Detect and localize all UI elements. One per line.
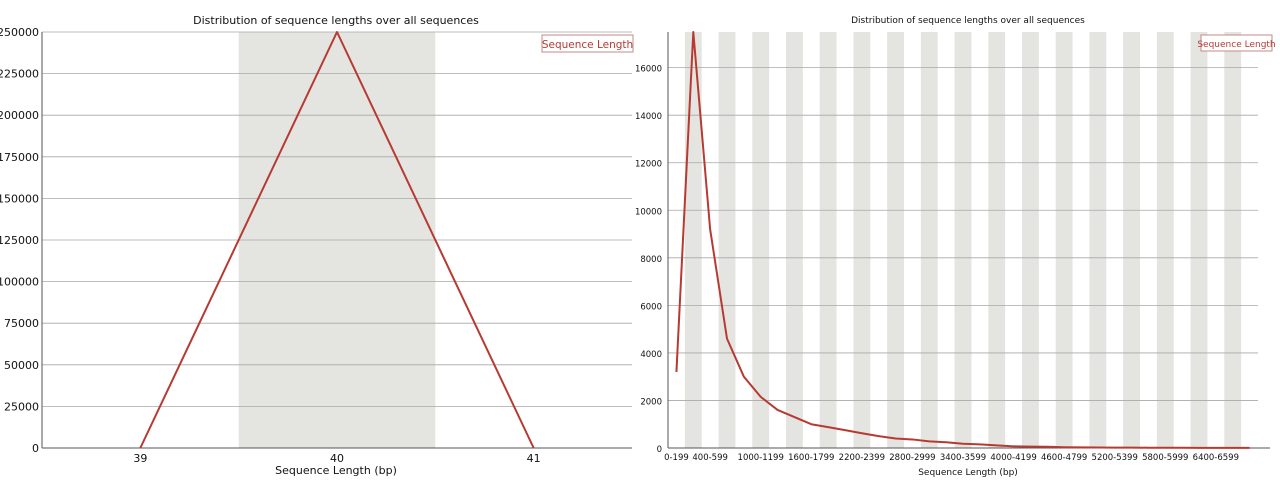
right-x-tick-label: 6400-6599 [1193, 453, 1239, 463]
right-band [1123, 32, 1140, 448]
right-x-tick-label: 4000-4199 [990, 453, 1036, 463]
left-y-tick-label: 175000 [0, 151, 39, 164]
chart-right-x-ticks: 0-199 400-599 1000-1199 1600-1799 2200-2399 2… [664, 453, 1239, 463]
right-band [1224, 32, 1242, 448]
right-x-tick-label: 0-199 [664, 453, 689, 463]
right-x-tick-label: 4600-4799 [1041, 453, 1087, 463]
left-x-tick-label: 39 [133, 452, 147, 465]
left-y-tick-label: 250000 [0, 26, 39, 39]
left-y-tick-label: 0 [32, 442, 39, 455]
right-x-tick-label: 5800-5999 [1142, 453, 1188, 463]
right-y-tick-label: 4000 [640, 350, 662, 360]
chart-left-legend-box [541, 34, 634, 53]
right-x-tick-label: 3400-3599 [940, 453, 986, 463]
chart-right-legend-box [1200, 34, 1273, 52]
right-band [1055, 32, 1073, 448]
right-y-tick-label: 0 [657, 445, 662, 455]
left-y-tick-label: 25000 [4, 400, 39, 413]
right-y-tick-label: 2000 [640, 397, 662, 407]
chart-right-legend: Sequence Length [1197, 34, 1276, 52]
right-x-tick-label: 1000-1199 [738, 453, 784, 463]
right-band [1022, 32, 1039, 448]
right-band [718, 32, 736, 448]
left-x-tick-label: 40 [330, 452, 344, 465]
left-y-tick-label: 100000 [0, 276, 39, 289]
chart-left: Distribution of sequence lengths over al… [0, 14, 634, 477]
chart-left-legend: Sequence Length [541, 34, 634, 53]
right-band [786, 32, 803, 448]
chart-right-y-ticks: 0 2000 4000 6000 8000 10000 12000 14000 16000 [635, 65, 662, 455]
chart-right-legend-label: Sequence Length [1197, 40, 1275, 50]
right-x-tick-label: 400-599 [692, 453, 728, 463]
right-y-tick-label: 10000 [635, 207, 662, 217]
chart-right-title: Distribution of sequence lengths over al… [851, 16, 1085, 26]
right-band [752, 32, 770, 448]
chart-right-series [675, 31, 1250, 449]
chart-right-gridlines [668, 67, 1258, 401]
chart-left-x-ticks: 39 40 41 [133, 452, 540, 465]
left-x-tick-label: 41 [527, 452, 541, 465]
right-band [887, 32, 904, 448]
chart-left-legend-label: Sequence Length [542, 39, 633, 51]
chart-left-y-ticks: 0 25000 50000 75000 100000 125000 150000 175000… [0, 26, 39, 455]
right-band [1089, 32, 1107, 448]
right-x-tick-label: 2800-2999 [889, 453, 935, 463]
right-band [920, 32, 938, 448]
left-y-tick-label: 125000 [0, 234, 39, 247]
right-x-tick-label: 2200-2399 [839, 453, 885, 463]
chart-left-title: Distribution of sequence lengths over al… [193, 14, 479, 27]
right-band [1156, 32, 1174, 448]
right-band [853, 32, 871, 448]
left-y-tick-label: 200000 [0, 109, 39, 122]
chart-right-bands [684, 32, 1242, 448]
chart-left-x-axis-label: Sequence Length (bp) [275, 464, 397, 477]
right-band [819, 32, 837, 448]
right-series-line [675, 31, 1250, 449]
chart-right: Distribution of sequence lengths over al… [635, 16, 1276, 478]
left-y-tick-label: 150000 [0, 192, 39, 205]
right-y-tick-label: 14000 [635, 112, 662, 122]
left-series-line [139, 31, 535, 449]
right-y-tick-label: 8000 [640, 255, 662, 265]
right-y-tick-label: 16000 [635, 65, 662, 75]
right-x-tick-label: 5200-5399 [1092, 453, 1138, 463]
right-band [1190, 32, 1208, 448]
chart-left-series [139, 31, 535, 449]
right-band [954, 32, 972, 448]
right-y-tick-label: 12000 [635, 160, 662, 170]
chart-right-x-axis-label: Sequence Length (bp) [918, 468, 1018, 478]
right-band [988, 32, 1006, 448]
left-y-tick-label: 50000 [4, 359, 39, 372]
right-y-tick-label: 6000 [640, 302, 662, 312]
left-y-tick-label: 75000 [4, 317, 39, 330]
right-x-tick-label: 1600-1799 [788, 453, 834, 463]
left-y-tick-label: 225000 [0, 68, 39, 81]
